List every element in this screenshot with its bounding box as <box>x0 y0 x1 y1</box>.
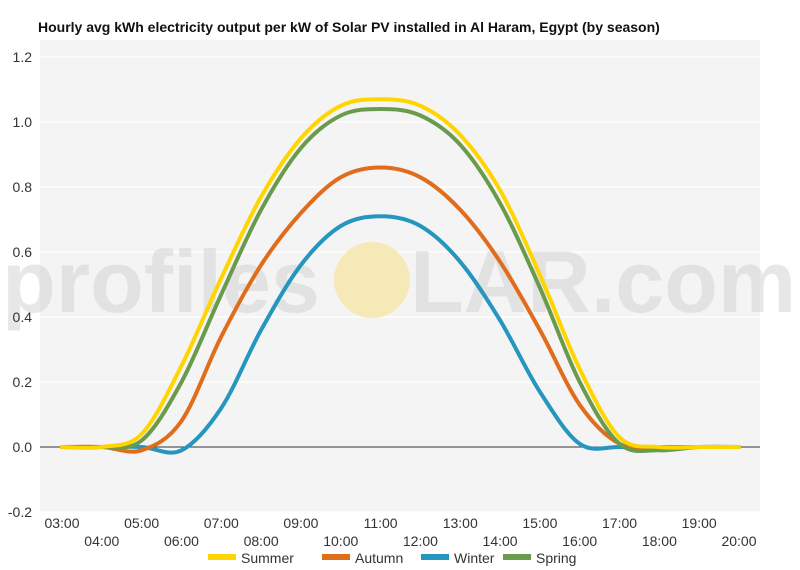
x-tick-label: 19:00 <box>682 515 717 531</box>
y-tick-label: -0.2 <box>8 504 32 520</box>
legend-label-autumn: Autumn <box>355 550 403 566</box>
grid-layer <box>40 56 760 513</box>
y-tick-label: 0.8 <box>13 179 33 195</box>
y-tick-label: 0.4 <box>13 309 33 325</box>
x-axis-ticks: 03:00 05:00 07:00 09:00 11:00 13:00 15:00 17:00… <box>44 515 756 549</box>
watermark: profiles LAR.com <box>2 232 796 331</box>
x-tick-label: 13:00 <box>443 515 478 531</box>
series-line-winter <box>60 214 741 455</box>
x-tick-label: 17:00 <box>602 515 637 531</box>
legend-swatch-autumn <box>322 554 350 560</box>
watermark-right-text: LAR.com <box>410 232 796 331</box>
x-tick-label: 10:00 <box>323 533 358 549</box>
y-tick-label: 1.0 <box>13 114 33 130</box>
x-tick-label: 05:00 <box>124 515 159 531</box>
legend-swatch-spring <box>503 554 531 560</box>
series-line-spring <box>60 107 741 454</box>
x-tick-label: 12:00 <box>403 533 438 549</box>
legend-label-spring: Spring <box>536 550 576 566</box>
y-tick-label: 0.6 <box>13 244 33 260</box>
x-tick-label: 09:00 <box>283 515 318 531</box>
legend-label-winter: Winter <box>454 550 495 566</box>
watermark-sun <box>334 242 410 318</box>
legend-swatch-summer <box>208 554 236 560</box>
y-tick-label: 0.0 <box>13 439 33 455</box>
legend-swatch-winter <box>421 554 449 560</box>
legend: Summer Autumn Winter Spring <box>208 550 576 566</box>
y-tick-label: 0.2 <box>13 374 33 390</box>
series-layer <box>60 97 741 455</box>
x-tick-label: 18:00 <box>642 533 677 549</box>
watermark-left-text: profiles <box>2 232 320 331</box>
x-tick-label: 07:00 <box>204 515 239 531</box>
y-axis-ticks: -0.2 0.0 0.2 0.4 0.6 0.8 1.0 1.2 <box>8 49 32 520</box>
x-tick-label: 04:00 <box>84 533 119 549</box>
series-line-summer <box>60 97 741 450</box>
x-tick-label: 14:00 <box>483 533 518 549</box>
x-tick-label: 06:00 <box>164 533 199 549</box>
x-tick-label: 08:00 <box>244 533 279 549</box>
x-tick-label: 15:00 <box>522 515 557 531</box>
x-tick-label: 16:00 <box>562 533 597 549</box>
x-tick-label: 11:00 <box>364 515 398 531</box>
legend-label-summer: Summer <box>241 550 294 566</box>
x-tick-label: 03:00 <box>44 515 79 531</box>
y-tick-label: 1.2 <box>13 49 33 65</box>
chart-title: Hourly avg kWh electricity output per kW… <box>38 19 660 35</box>
x-tick-label: 20:00 <box>721 533 756 549</box>
